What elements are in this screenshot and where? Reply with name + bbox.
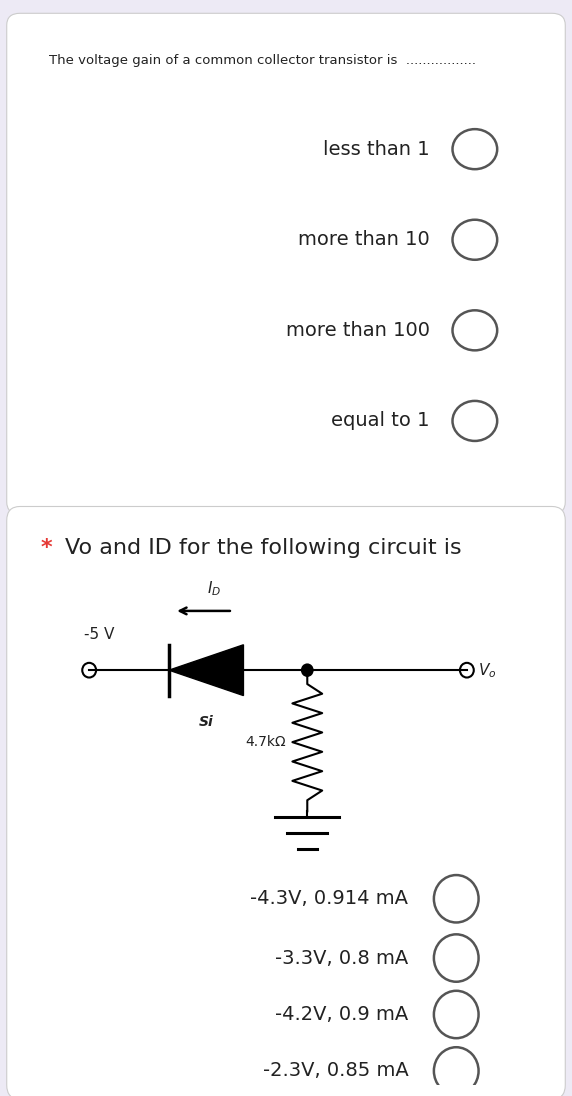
Text: $I_D$: $I_D$ bbox=[207, 580, 221, 598]
Text: 4.7kΩ: 4.7kΩ bbox=[245, 735, 286, 750]
Text: Vo and ID for the following circuit is: Vo and ID for the following circuit is bbox=[65, 537, 462, 558]
Text: The voltage gain of a common collector transistor is  .................: The voltage gain of a common collector t… bbox=[49, 54, 476, 67]
Text: equal to 1: equal to 1 bbox=[331, 411, 430, 431]
Text: more than 10: more than 10 bbox=[298, 230, 430, 249]
Text: less than 1: less than 1 bbox=[323, 139, 430, 159]
Polygon shape bbox=[169, 644, 244, 696]
Text: Si: Si bbox=[199, 716, 213, 729]
Text: -2.3V, 0.85 mA: -2.3V, 0.85 mA bbox=[263, 1061, 408, 1081]
Text: -5 V: -5 V bbox=[84, 627, 114, 642]
Circle shape bbox=[301, 663, 313, 677]
Text: $V_o$: $V_o$ bbox=[478, 661, 496, 680]
Text: -4.3V, 0.914 mA: -4.3V, 0.914 mA bbox=[251, 889, 408, 909]
FancyBboxPatch shape bbox=[7, 13, 565, 514]
Text: *: * bbox=[41, 537, 61, 558]
FancyBboxPatch shape bbox=[7, 506, 565, 1096]
Text: more than 100: more than 100 bbox=[285, 321, 430, 340]
Text: -4.2V, 0.9 mA: -4.2V, 0.9 mA bbox=[275, 1005, 408, 1024]
Text: -3.3V, 0.8 mA: -3.3V, 0.8 mA bbox=[275, 948, 408, 968]
